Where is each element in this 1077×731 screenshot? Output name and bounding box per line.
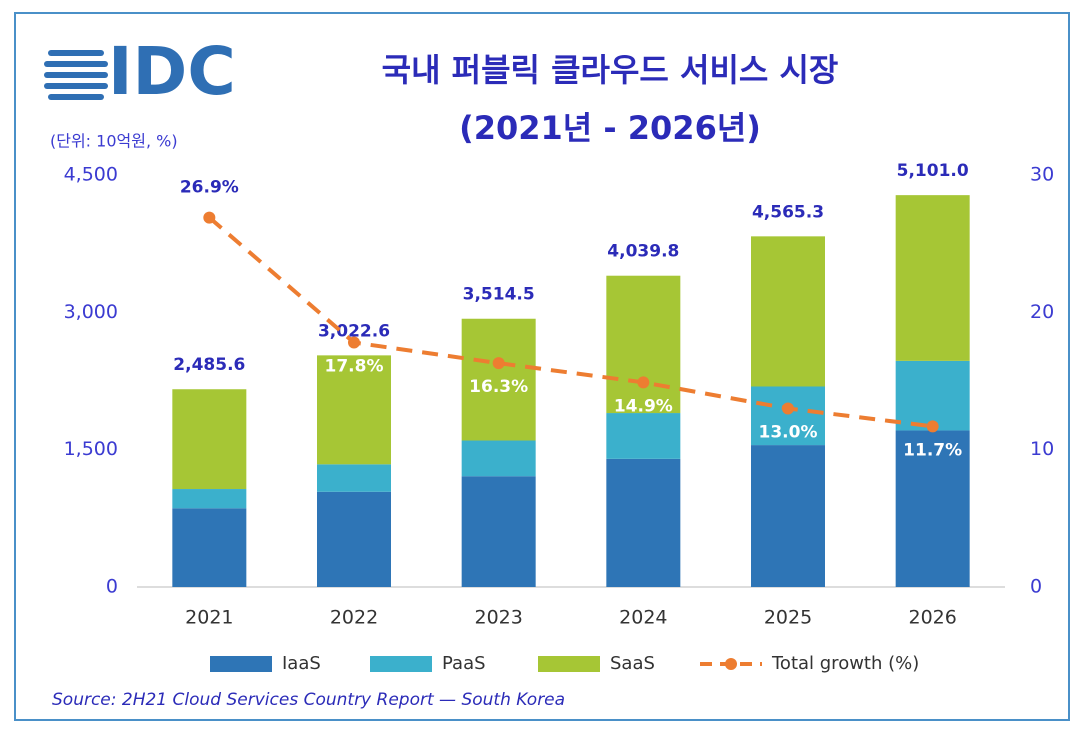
bar-segment xyxy=(751,386,825,446)
x-tick-label: 2022 xyxy=(330,607,378,629)
growth-point xyxy=(637,376,650,389)
y-tick-label: 1,500 xyxy=(64,438,118,460)
source: Source: 2H21 Cloud Services Country Repo… xyxy=(52,690,565,710)
legend-swatch xyxy=(210,656,272,672)
unit-label: (단위: 10억원, %) xyxy=(50,132,178,151)
chart-title: 국내 퍼블릭 클라우드 서비스 시장 xyxy=(382,51,839,89)
legend-swatch xyxy=(370,656,432,672)
bar-segment xyxy=(317,355,391,465)
logo: IDC xyxy=(108,33,236,110)
total-label: 3,514.5 xyxy=(463,285,535,305)
growth-label: 11.7% xyxy=(903,440,962,460)
x-tick-label: 2024 xyxy=(619,607,667,629)
growth-label: 16.3% xyxy=(469,377,528,397)
legend-label: PaaS xyxy=(442,653,486,674)
x-tick-label: 2026 xyxy=(908,607,956,629)
bar-segment xyxy=(751,236,825,387)
logo-stripes xyxy=(44,50,108,100)
growth-label: 17.8% xyxy=(325,357,384,377)
y2-tick-label: 10 xyxy=(1030,438,1054,460)
y2-tick-label: 0 xyxy=(1030,576,1042,598)
bar-segment xyxy=(317,464,391,492)
bar-segment xyxy=(317,491,391,587)
growth-line xyxy=(208,216,933,429)
growth-point xyxy=(348,336,360,349)
total-label: 5,101.0 xyxy=(897,161,969,181)
bar-segment xyxy=(172,508,247,587)
bar-segment xyxy=(172,389,247,490)
total-label: 2,485.6 xyxy=(173,355,245,375)
bar-segment xyxy=(461,476,536,587)
bar-segment xyxy=(606,413,681,459)
chart-subtitle: (2021년 - 2026년) xyxy=(459,109,761,147)
legend-label: Total growth (%) xyxy=(771,653,919,674)
x-tick-label: 2023 xyxy=(474,607,522,629)
growth-point xyxy=(203,211,216,224)
legend-label: IaaS xyxy=(282,653,321,674)
y2-tick-label: 30 xyxy=(1030,164,1054,186)
total-label: 4,565.3 xyxy=(752,202,824,222)
frame xyxy=(14,12,1070,721)
bar-segment xyxy=(606,458,681,587)
growth-point xyxy=(492,357,505,370)
x-tick-label: 2025 xyxy=(764,607,812,629)
bar-segment xyxy=(606,275,681,414)
y-tick-label: 3,000 xyxy=(64,301,118,323)
bar-segment xyxy=(895,195,970,361)
y2-tick-label: 20 xyxy=(1030,301,1054,323)
growth-point xyxy=(926,420,939,433)
bar-segment xyxy=(751,445,825,587)
growth-label: 13.0% xyxy=(759,422,818,442)
y-tick-label: 0 xyxy=(106,576,118,598)
growth-point xyxy=(782,402,794,415)
bar-segment xyxy=(461,318,536,441)
y-tick-label: 4,500 xyxy=(64,164,118,186)
total-label: 4,039.8 xyxy=(607,242,679,262)
growth-label: 26.9% xyxy=(180,178,239,198)
legend-label: SaaS xyxy=(610,653,655,674)
growth-label: 14.9% xyxy=(614,396,673,416)
bar-segment xyxy=(895,360,970,431)
x-tick-label: 2021 xyxy=(185,607,233,629)
legend-swatch-dot xyxy=(725,658,737,670)
legend-swatch xyxy=(538,656,600,672)
bar-segment xyxy=(461,440,536,477)
bar-segment xyxy=(895,430,970,587)
bar-segment xyxy=(172,489,247,509)
